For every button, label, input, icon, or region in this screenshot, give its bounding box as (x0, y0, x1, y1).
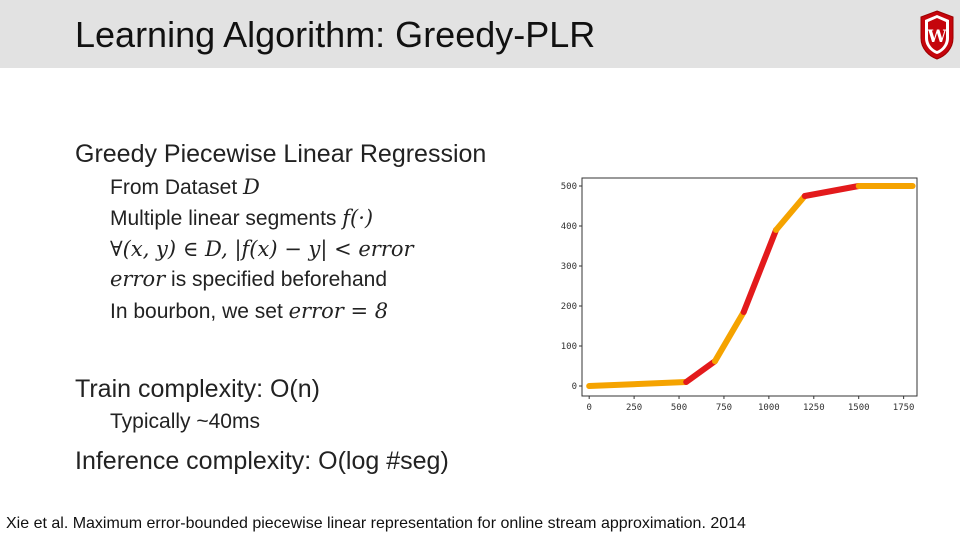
math: f(·) (342, 206, 374, 230)
text: In bourbon, we set (110, 300, 289, 323)
bullet-greedy-plr: Greedy Piecewise Linear Regression (75, 140, 487, 168)
plr-segment-6 (801, 183, 862, 199)
citation: Xie et al. Maximum error-bounded piecewi… (6, 515, 746, 532)
sub-bullet-train-time: Typically ~40ms (110, 410, 260, 433)
sub-bullet-dataset: From Dataset D (110, 175, 260, 200)
text: is specified beforehand (165, 268, 387, 291)
math: error = 8 (288, 299, 389, 323)
plot-frame (581, 177, 918, 397)
text: From Dataset (110, 176, 244, 199)
x-tick-label: 750 (716, 403, 732, 413)
x-tick-label: 1500 (848, 403, 870, 413)
bullet-inference-complexity: Inference complexity: O(log #seg) (75, 447, 449, 475)
math: ∀(x, y) ∈ D, |f(x) − y| < error (110, 237, 414, 261)
sub-bullet-bourbon: In bourbon, we set error = 8 (110, 299, 388, 324)
plr-segment-4 (740, 227, 780, 315)
text: Multiple linear segments (110, 207, 343, 230)
slide-title: Learning Algorithm: Greedy-PLR (75, 14, 596, 55)
plr-chart-svg: 0 250 500 750 1000 1250 1500 1750 0 100 200 300 400 5… (561, 177, 918, 413)
plr-segment-1 (586, 379, 690, 389)
x-tick-label: 0 (586, 403, 591, 413)
math: error (110, 267, 166, 291)
math: D (243, 175, 260, 199)
title-bar (0, 0, 960, 68)
university-crest-icon: W (920, 10, 954, 60)
x-tick-label: 1250 (803, 403, 825, 413)
x-tick-label: 250 (626, 403, 642, 413)
y-tick-label: 300 (561, 262, 577, 272)
plr-segment-5 (773, 193, 808, 233)
y-tick-label: 400 (561, 222, 577, 232)
y-tick-label: 200 (561, 302, 577, 312)
y-tick-label: 100 (561, 342, 577, 352)
bullet-train-complexity: Train complexity: O(n) (75, 375, 320, 403)
sub-bullet-error-bound: ∀(x, y) ∈ D, |f(x) − y| < error (110, 237, 414, 262)
plr-segment-3 (711, 309, 747, 365)
x-tick-label: 1750 (893, 403, 915, 413)
sub-bullet-segments: Multiple linear segments f(·) (110, 206, 373, 231)
plr-segment-2 (683, 358, 718, 385)
y-tick-label: 500 (561, 182, 577, 192)
sub-bullet-error-spec: error is specified beforehand (110, 267, 387, 292)
plr-chart: 0 250 500 750 1000 1250 1500 1750 0 100 200 300 400 5… (548, 172, 918, 420)
y-tick-label: 0 (572, 382, 577, 392)
svg-text:W: W (926, 27, 947, 47)
x-tick-label: 500 (671, 403, 687, 413)
x-tick-label: 1000 (758, 403, 780, 413)
